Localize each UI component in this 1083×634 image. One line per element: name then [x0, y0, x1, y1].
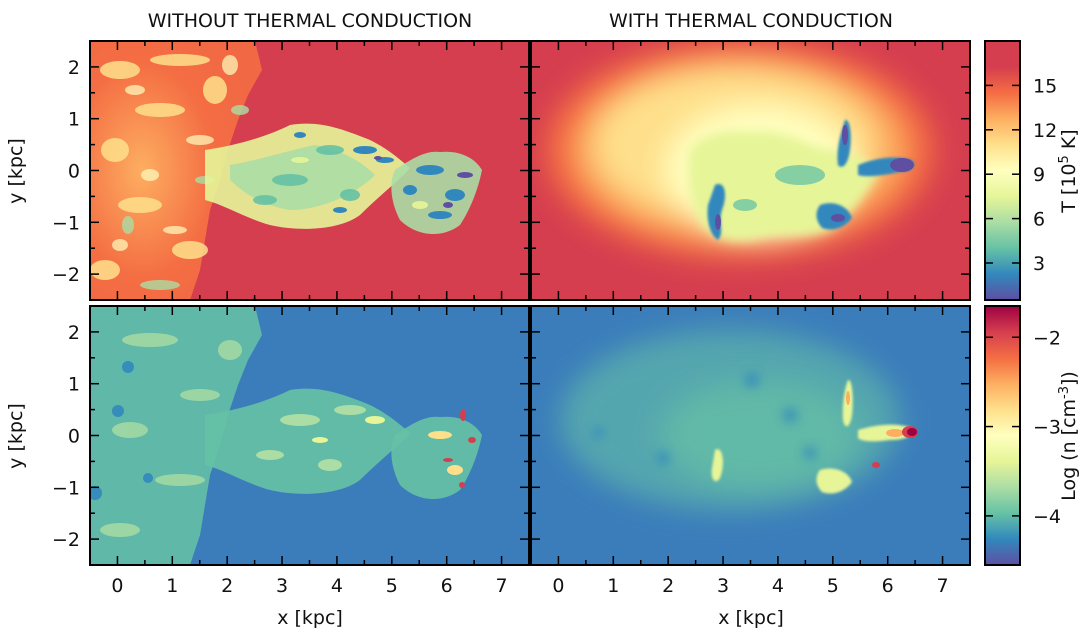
title-without-conduction: WITHOUT THERMAL CONDUCTION: [148, 10, 473, 32]
x-tick-label: 2: [221, 575, 233, 597]
x-tick-label: 4: [331, 575, 343, 597]
x-tick-label: 3: [717, 575, 729, 597]
x-tick-label: 4: [772, 575, 784, 597]
y-axis-label-bottom: y [kpc]: [5, 403, 27, 469]
x-axis-label-right: x [kpc]: [718, 607, 784, 629]
x-tick-label: 3: [276, 575, 288, 597]
colorbar-tick-label: 12: [1033, 120, 1057, 142]
y-tick-label: −1: [52, 477, 80, 499]
x-tick-label: 7: [937, 575, 949, 597]
x-tick-label: 1: [607, 575, 619, 597]
y-tick-label: 0: [68, 161, 80, 183]
y-tick-label: 2: [68, 57, 80, 79]
panel-temp-no-conduction: [90, 41, 529, 300]
panel-density-no-conduction: [90, 306, 529, 565]
colorbar-tick-label: 9: [1033, 164, 1045, 186]
x-tick-label: 7: [496, 575, 508, 597]
x-tick-label: 0: [552, 575, 564, 597]
x-tick-label: 0: [111, 575, 123, 597]
panel-density-conduction: [531, 306, 970, 565]
colorbar-tick-label: −3: [1033, 417, 1061, 439]
y-tick-label: −2: [52, 264, 80, 286]
x-tick-label: 5: [827, 575, 839, 597]
x-axis-label-left: x [kpc]: [277, 607, 343, 629]
colorbar-density: [984, 305, 1021, 566]
colorbar-temperature: [984, 40, 1021, 301]
y-tick-label: −1: [52, 212, 80, 234]
y-tick-label: −2: [52, 529, 80, 551]
y-axis-label-top: y [kpc]: [5, 138, 27, 204]
x-tick-label: 6: [882, 575, 894, 597]
x-tick-label: 1: [166, 575, 178, 597]
colorbar-tick-label: 6: [1033, 209, 1045, 231]
title-with-conduction: WITH THERMAL CONDUCTION: [609, 10, 893, 32]
colorbar-temperature-label: T [105 K]: [1057, 129, 1080, 213]
x-tick-label: 6: [441, 575, 453, 597]
panel-temp-conduction: [531, 41, 970, 300]
y-tick-label: 1: [68, 109, 80, 131]
colorbar-tick-label: −2: [1033, 327, 1061, 349]
colorbar-density-label: Log (n [cm-3]): [1057, 371, 1080, 501]
y-tick-label: 0: [68, 426, 80, 448]
x-tick-label: 5: [386, 575, 398, 597]
y-tick-label: 1: [68, 374, 80, 396]
x-tick-label: 2: [662, 575, 674, 597]
colorbar-tick-label: −4: [1033, 506, 1061, 528]
colorbar-tick-label: 15: [1033, 75, 1057, 97]
y-tick-label: 2: [68, 322, 80, 344]
colorbar-tick-label: 3: [1033, 253, 1045, 275]
